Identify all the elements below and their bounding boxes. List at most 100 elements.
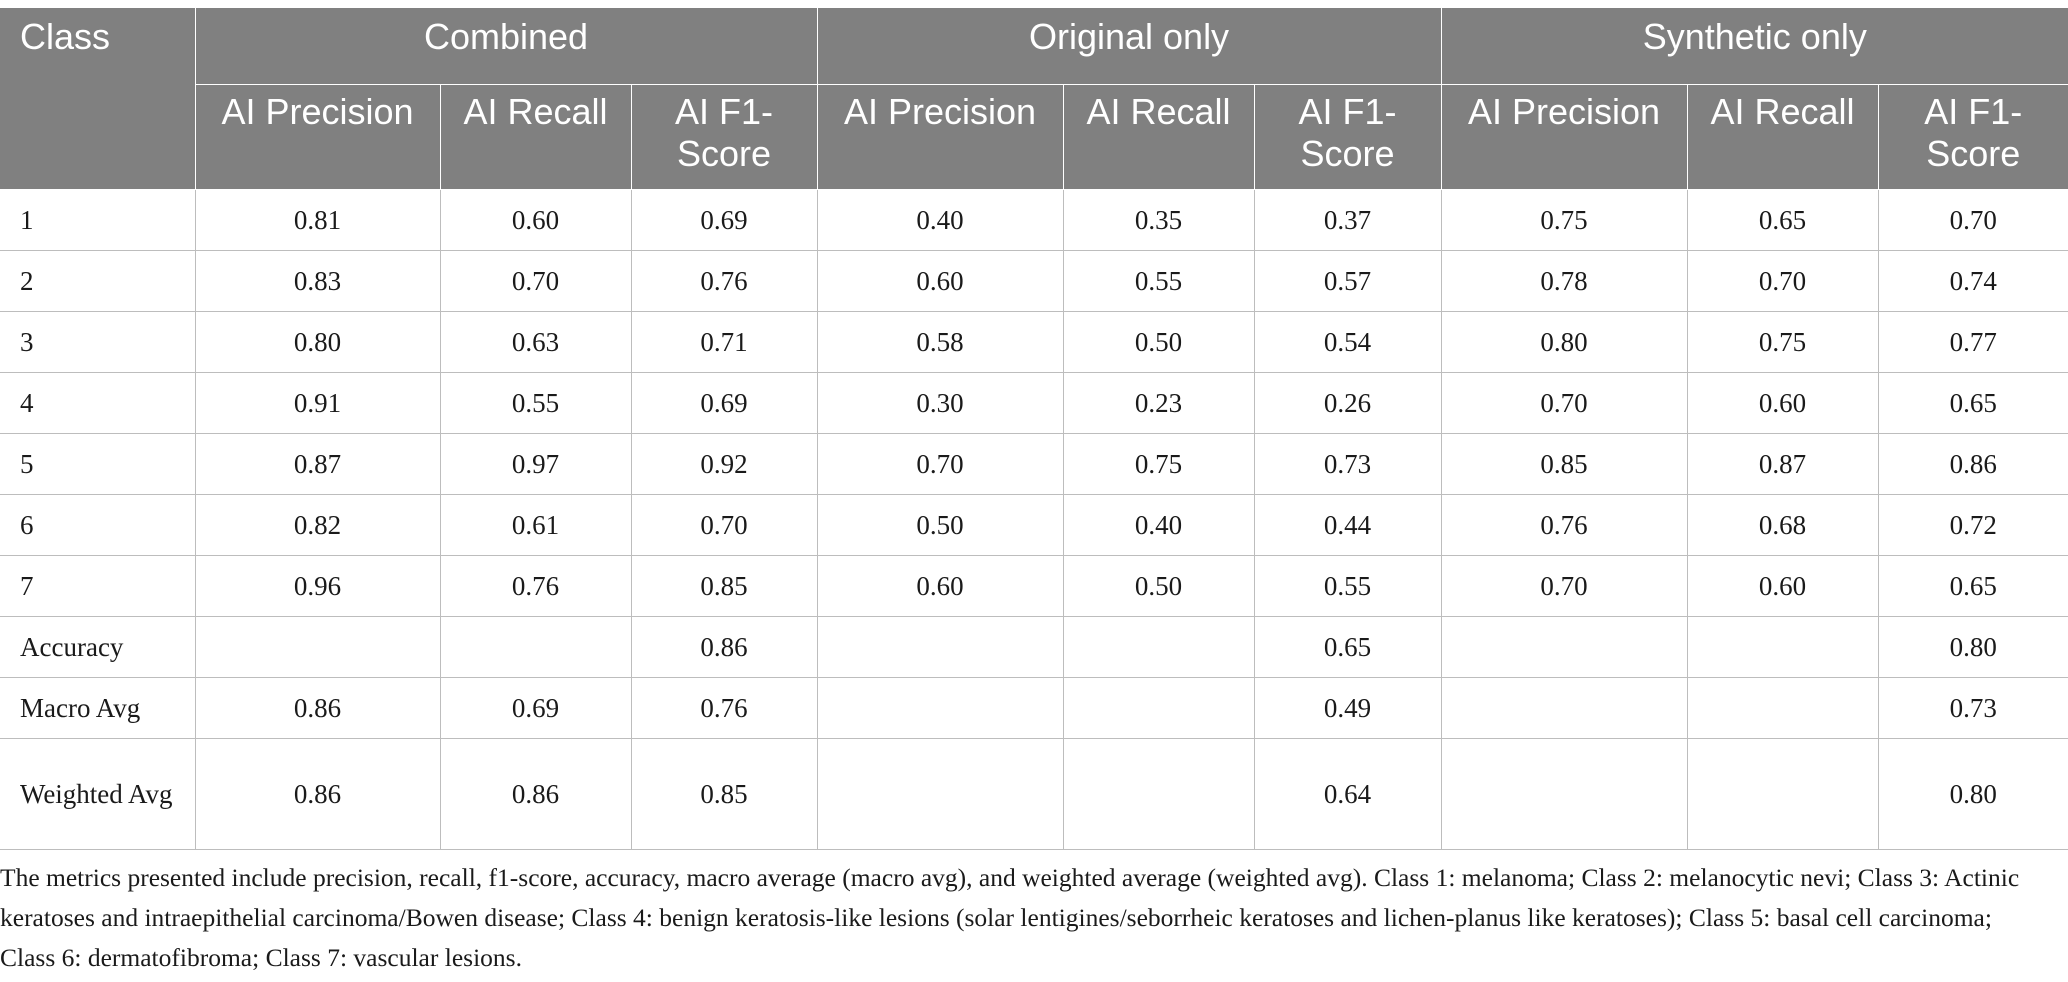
metric-cell: 0.70 — [1687, 250, 1879, 312]
metric-cell: 0.92 — [631, 433, 818, 495]
metric-cell: 0.50 — [1063, 311, 1255, 373]
table-row: Accuracy 0.86 0.65 0.80 — [0, 616, 2068, 678]
metric-cell — [817, 677, 1064, 739]
metric-header-precision: AI Precision — [817, 84, 1064, 190]
metric-cell: 0.49 — [1254, 677, 1442, 739]
metric-cell: 0.70 — [817, 433, 1064, 495]
metric-header-recall: AI Recall — [1063, 84, 1255, 190]
metric-cell: 0.76 — [440, 555, 632, 617]
metric-cell: 0.70 — [1878, 189, 2068, 251]
group-header-synthetic-only: Synthetic only — [1441, 8, 2068, 85]
group-header-original-only: Original only — [817, 8, 1442, 85]
metric-header-row: AI Precision AI Recall AI F1-Score AI Pr… — [0, 84, 2068, 190]
table-row: 2 0.83 0.70 0.76 0.60 0.55 0.57 0.78 0.70 0.74 — [0, 250, 2068, 312]
metric-cell: 0.82 — [195, 494, 441, 556]
metric-cell: 0.80 — [1878, 616, 2068, 678]
metric-cell: 0.87 — [195, 433, 441, 495]
metric-cell: 0.85 — [631, 738, 818, 850]
metric-cell: 0.86 — [195, 738, 441, 850]
metric-cell: 0.68 — [1687, 494, 1879, 556]
row-label: 7 — [0, 555, 196, 617]
table-row: 5 0.87 0.97 0.92 0.70 0.75 0.73 0.85 0.87 0.86 — [0, 433, 2068, 495]
metric-cell: 0.87 — [1687, 433, 1879, 495]
metric-cell: 0.83 — [195, 250, 441, 312]
metric-cell: 0.37 — [1254, 189, 1442, 251]
metric-cell: 0.75 — [1441, 189, 1688, 251]
metric-cell: 0.97 — [440, 433, 632, 495]
metric-cell: 0.60 — [1687, 372, 1879, 434]
metric-cell: 0.40 — [817, 189, 1064, 251]
metric-header-recall: AI Recall — [1687, 84, 1879, 190]
metric-cell — [817, 616, 1064, 678]
metric-cell: 0.50 — [817, 494, 1064, 556]
metric-cell: 0.35 — [1063, 189, 1255, 251]
metric-cell: 0.55 — [1254, 555, 1442, 617]
metric-cell: 0.26 — [1254, 372, 1442, 434]
metric-header-f1: AI F1-Score — [1878, 84, 2068, 190]
metric-cell: 0.74 — [1878, 250, 2068, 312]
metric-cell: 0.86 — [195, 677, 441, 739]
metric-cell: 0.76 — [1441, 494, 1688, 556]
row-label: 1 — [0, 189, 196, 251]
metric-cell: 0.57 — [1254, 250, 1442, 312]
metric-cell — [1063, 738, 1255, 850]
group-header-combined: Combined — [195, 8, 818, 85]
metric-cell: 0.50 — [1063, 555, 1255, 617]
metric-cell: 0.54 — [1254, 311, 1442, 373]
metric-cell: 0.65 — [1878, 372, 2068, 434]
metric-cell: 0.69 — [631, 372, 818, 434]
row-label: 3 — [0, 311, 196, 373]
metric-cell: 0.85 — [1441, 433, 1688, 495]
metric-cell: 0.73 — [1878, 677, 2068, 739]
table-body: 1 0.81 0.60 0.69 0.40 0.35 0.37 0.75 0.65 0.70 2 0.… — [0, 189, 2068, 850]
metric-cell: 0.86 — [440, 738, 632, 850]
metric-cell — [1063, 677, 1255, 739]
metric-cell: 0.80 — [1878, 738, 2068, 850]
metric-cell — [195, 616, 441, 678]
metric-cell — [1441, 677, 1688, 739]
metric-cell: 0.70 — [1441, 372, 1688, 434]
metric-cell: 0.60 — [1687, 555, 1879, 617]
table-row: 6 0.82 0.61 0.70 0.50 0.40 0.44 0.76 0.68 0.72 — [0, 494, 2068, 556]
row-label: 6 — [0, 494, 196, 556]
metric-cell: 0.77 — [1878, 311, 2068, 373]
table-footnote: The metrics presented include precision,… — [0, 863, 2020, 972]
metrics-table-container: Class Combined Original only Synthetic o… — [0, 8, 2068, 850]
metric-cell — [1063, 616, 1255, 678]
metric-cell: 0.60 — [440, 189, 632, 251]
metric-cell: 0.72 — [1878, 494, 2068, 556]
metric-cell: 0.80 — [195, 311, 441, 373]
row-label: 4 — [0, 372, 196, 434]
metric-cell: 0.71 — [631, 311, 818, 373]
row-label: Macro Avg — [0, 677, 196, 739]
metric-cell — [817, 738, 1064, 850]
metric-cell: 0.76 — [631, 250, 818, 312]
metric-cell: 0.70 — [631, 494, 818, 556]
group-header-row: Class Combined Original only Synthetic o… — [0, 8, 2068, 190]
metric-cell: 0.86 — [1878, 433, 2068, 495]
table-row: Weighted Avg 0.86 0.86 0.85 0.64 0.80 — [0, 738, 2068, 850]
metric-cell: 0.73 — [1254, 433, 1442, 495]
metric-cell: 0.70 — [440, 250, 632, 312]
metric-cell — [1687, 677, 1879, 739]
metric-cell: 0.61 — [440, 494, 632, 556]
metric-cell — [1441, 616, 1688, 678]
table-row: 7 0.96 0.76 0.85 0.60 0.50 0.55 0.70 0.60 0.65 — [0, 555, 2068, 617]
metric-cell: 0.60 — [817, 555, 1064, 617]
metric-cell: 0.75 — [1063, 433, 1255, 495]
metric-cell: 0.30 — [817, 372, 1064, 434]
metric-header-recall: AI Recall — [440, 84, 632, 190]
metric-cell: 0.69 — [631, 189, 818, 251]
metric-cell: 0.44 — [1254, 494, 1442, 556]
metric-cell — [1687, 738, 1879, 850]
table-row: 4 0.91 0.55 0.69 0.30 0.23 0.26 0.70 0.60 0.65 — [0, 372, 2068, 434]
metric-cell: 0.60 — [817, 250, 1064, 312]
metric-header-precision: AI Precision — [195, 84, 441, 190]
table-row: Macro Avg 0.86 0.69 0.76 0.49 0.73 — [0, 677, 2068, 739]
metric-cell: 0.23 — [1063, 372, 1255, 434]
row-label: Accuracy — [0, 616, 196, 678]
metric-cell — [1441, 738, 1688, 850]
table-row: 3 0.80 0.63 0.71 0.58 0.50 0.54 0.80 0.75 0.77 — [0, 311, 2068, 373]
metric-cell: 0.75 — [1687, 311, 1879, 373]
metric-cell: 0.65 — [1687, 189, 1879, 251]
